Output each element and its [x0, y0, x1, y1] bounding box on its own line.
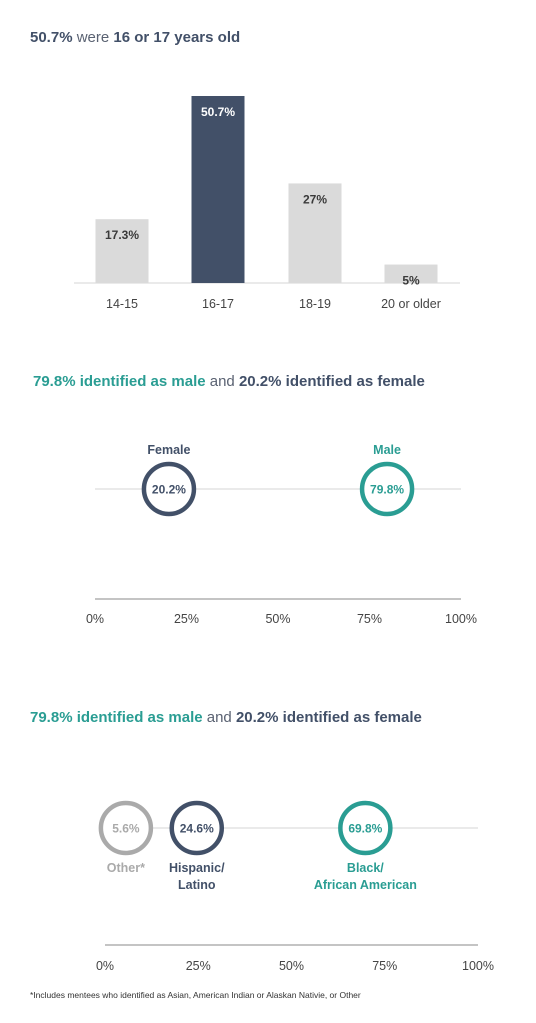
- bar-category-label: 18-19: [299, 297, 331, 311]
- dot-hispanic: [169, 800, 225, 856]
- age-bar-chart: 17.3% 14-15 50.7% 16-17 27% 18-19 5% 20 or olde…: [74, 96, 460, 311]
- chart1-title-text: were: [72, 29, 114, 46]
- chart3-title: 79.8% identified as male and 20.2% ident…: [30, 709, 422, 726]
- x-tick-label: 75%: [357, 612, 382, 626]
- x-tick-label: 0%: [96, 959, 114, 973]
- bar-20-or-older: [384, 264, 438, 283]
- dot-name-label: Black/: [347, 861, 384, 875]
- bar-14-15: [95, 219, 149, 283]
- race-dot-chart: 0% 25% 50% 75% 100% 5.6% Other* 24.6% Hispanic/L…: [96, 800, 494, 973]
- chart3-title-male: 79.8% identified as male: [30, 709, 203, 726]
- dot-value-label: 24.6%: [180, 822, 214, 836]
- x-tick-label: 25%: [186, 959, 211, 973]
- x-tick-label: 100%: [462, 959, 494, 973]
- dot-name-label: Other*: [107, 861, 145, 875]
- dot-other: [98, 800, 154, 856]
- chart2-title: 79.8% identified as male and 20.2% ident…: [33, 373, 425, 390]
- x-tick-label: 50%: [265, 612, 290, 626]
- chart1-title-highlight: 50.7%: [30, 29, 73, 46]
- x-tick-label: 50%: [279, 959, 304, 973]
- dot-value-label: 79.8%: [370, 483, 404, 497]
- x-tick-label: 25%: [174, 612, 199, 626]
- bar-category-label: 14-15: [106, 297, 138, 311]
- bar-value-label: 50.7%: [201, 105, 235, 119]
- dot-black: [338, 800, 393, 856]
- chart3-title-and: and: [202, 709, 236, 726]
- dot-name-label: Hispanic/: [169, 861, 225, 875]
- gender-dot-chart: 0% 25% 50% 75% 100% 20.2% Female 79.8% Male: [86, 443, 477, 626]
- bar-category-label: 16-17: [202, 297, 234, 311]
- x-tick-label: 75%: [372, 959, 397, 973]
- dot-name-label: Female: [147, 443, 190, 457]
- chart1-title-age: 16 or 17 years old: [113, 29, 241, 46]
- dot-value-label: 5.6%: [112, 822, 140, 836]
- dot-name-label: Male: [373, 443, 401, 457]
- dot-value-label: 69.8%: [348, 822, 382, 836]
- chart3-title-female: 20.2% identified as female: [235, 709, 422, 726]
- dot-name-label: African American: [314, 878, 417, 892]
- dot-female: [141, 461, 197, 517]
- bar-value-label: 5%: [402, 274, 420, 288]
- dot-male: [359, 461, 415, 517]
- bar-value-label: 27%: [303, 192, 327, 206]
- chart2-title-and: and: [205, 373, 239, 390]
- chart1-title: 50.7% were 16 or 17 years old: [30, 29, 240, 46]
- chart2-title-male: 79.8% identified as male: [33, 373, 206, 390]
- footnote: *Includes mentees who identified as Asia…: [30, 990, 361, 1000]
- bar-value-label: 17.3%: [105, 228, 139, 242]
- bar-16-17: [191, 96, 245, 283]
- bar-18-19: [288, 183, 342, 283]
- dot-name-label: Latino: [178, 878, 216, 892]
- chart2-title-female: 20.2% identified as female: [238, 373, 425, 390]
- x-tick-label: 0%: [86, 612, 104, 626]
- dot-value-label: 20.2%: [152, 483, 186, 497]
- x-tick-label: 100%: [445, 612, 477, 626]
- bar-category-label: 20 or older: [381, 297, 441, 311]
